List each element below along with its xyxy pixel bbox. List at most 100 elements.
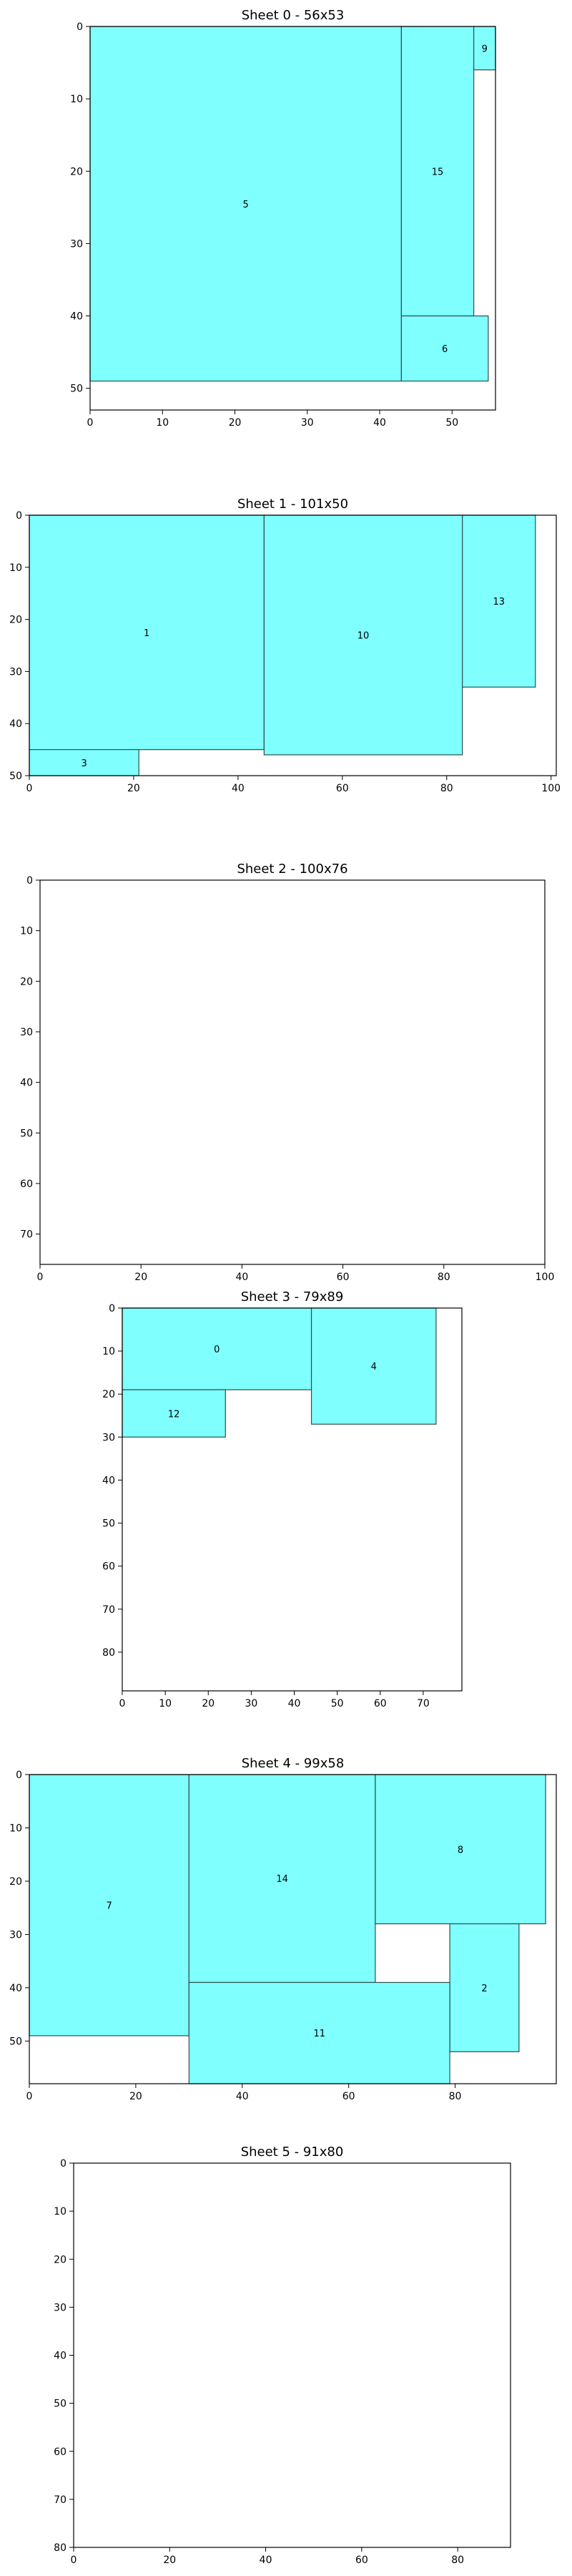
sheet-2-xtick-label: 40 <box>235 1272 248 1283</box>
sheet-4-title: Sheet 4 - 99x58 <box>242 1756 345 1771</box>
sheet-3-piece-label: 0 <box>214 1345 220 1355</box>
sheet-0-ytick-label: 0 <box>77 21 83 33</box>
sheet-3-xtick-label: 20 <box>202 1698 214 1709</box>
sheet-0-ytick-label: 50 <box>70 384 83 395</box>
sheet-5-axes-frame <box>73 2162 511 2548</box>
sheet-2-axes-frame <box>39 879 546 1265</box>
sheet-3-ytick-label: 60 <box>102 1561 115 1573</box>
sheet-2-ytick-label: 40 <box>20 1078 33 1089</box>
sheet-1-ytick-label: 40 <box>9 718 22 730</box>
sheet-0-xtick-label: 30 <box>301 417 314 429</box>
sheet-3-chart: Sheet 3 - 79x89 0 4 12 0 10 20 30 40 50 60 70 0 10 20 3… <box>102 1289 463 1709</box>
sheet-4-piece-14 <box>188 1774 376 1984</box>
sheet-5-ytick-label: 40 <box>54 2351 66 2362</box>
sheet-4-piece-label: 14 <box>276 1874 288 1885</box>
sheet-0-piece-label: 15 <box>432 167 444 177</box>
sheet-4-piece-label: 7 <box>107 1901 112 1911</box>
sheet-1-xtick-label: 80 <box>440 783 453 794</box>
sheet-4-ytick-label: 10 <box>9 1823 22 1834</box>
sheet-2-ytick-label: 10 <box>20 926 33 937</box>
sheet-3-ytick-label: 10 <box>102 1346 115 1357</box>
sheet-1-xtick-label: 0 <box>26 783 33 794</box>
sheet-0-piece-label: 5 <box>243 200 249 210</box>
sheet-1-ytick-label: 20 <box>9 615 22 626</box>
sheet-3-xtick-label: 10 <box>159 1698 172 1709</box>
sheet-4-xtick-label: 60 <box>342 2091 355 2102</box>
sheet-4-ytick-label: 30 <box>9 1929 22 1941</box>
sheet-2-xtick-label: 100 <box>536 1272 555 1283</box>
sheet-4-chart: Sheet 4 - 99x58 7 14 8 2 11 0 20 40 60 80 0 10 20 30 40… <box>9 1756 557 2102</box>
sheet-1-piece-label: 1 <box>144 628 149 639</box>
sheet-5-xtick-label: 40 <box>260 2555 272 2566</box>
sheet-1-piece-13 <box>462 514 536 688</box>
sheet-4-piece-7 <box>29 1774 189 2036</box>
sheet-1-piece-label: 3 <box>81 758 87 769</box>
sheet-2-xtick-label: 0 <box>37 1272 44 1283</box>
sheet-1-piece-label: 10 <box>358 630 370 641</box>
sheet-0-title: Sheet 0 - 56x53 <box>242 8 345 23</box>
sheet-3-piece-0 <box>122 1307 312 1390</box>
sheet-2-ytick-label: 30 <box>20 1027 33 1038</box>
sheet-5-ytick-label: 70 <box>54 2494 66 2506</box>
sheet-2-ytick-label: 20 <box>20 976 33 987</box>
sheet-3-xtick-label: 50 <box>331 1698 344 1709</box>
sheet-2-ytick-label: 50 <box>20 1128 33 1139</box>
sheet-1-xtick-label: 100 <box>541 783 561 794</box>
sheet-5-ytick-label: 10 <box>54 2206 66 2218</box>
sheet-5-ytick-label: 50 <box>54 2399 66 2410</box>
sheet-2-xtick-label: 20 <box>134 1272 147 1283</box>
sheet-2-ytick-label: 60 <box>20 1179 33 1190</box>
sheet-3-title: Sheet 3 - 79x89 <box>241 1289 344 1304</box>
sheet-3-xtick-label: 60 <box>374 1698 387 1709</box>
sheet-5-ytick-label: 80 <box>54 2542 66 2554</box>
sheet-3-xtick-label: 70 <box>417 1698 430 1709</box>
sheet-4-piece-label: 2 <box>481 1984 487 1994</box>
sheet-3-ytick-label: 70 <box>102 1604 115 1616</box>
sheet-4-piece-2 <box>449 1923 520 2052</box>
sheet-4-xtick-label: 20 <box>129 2091 142 2102</box>
sheet-0-xtick-label: 20 <box>229 417 242 429</box>
sheet-0-piece-6 <box>400 315 489 382</box>
sheet-5-ytick-label: 30 <box>54 2302 66 2313</box>
sheet-1-ytick-label: 30 <box>9 666 22 678</box>
sheet-0-xtick-label: 50 <box>445 417 458 429</box>
sheet-0-piece-15 <box>400 26 475 317</box>
sheet-4-piece-11 <box>188 1981 450 2084</box>
sheet-4-piece-label: 11 <box>313 2029 325 2039</box>
sheet-5-xtick-label: 20 <box>163 2555 176 2566</box>
sheet-3-xtick-label: 40 <box>288 1698 301 1709</box>
sheet-1-xtick-label: 60 <box>336 783 349 794</box>
sheet-1-ytick-label: 10 <box>9 562 22 574</box>
sheet-1-ytick-label: 50 <box>9 771 22 782</box>
sheet-4-xtick-label: 40 <box>236 2091 249 2102</box>
sheet-2-title: Sheet 2 - 100x76 <box>237 862 347 877</box>
sheet-5-ytick-label: 60 <box>54 2446 66 2458</box>
sheet-3-piece-label: 4 <box>371 1362 377 1372</box>
sheet-1-xtick-label: 40 <box>232 783 245 794</box>
sheet-5-xtick-label: 0 <box>71 2555 77 2566</box>
sheet-2-ytick-label: 70 <box>20 1229 33 1241</box>
sheet-5-title: Sheet 5 - 91x80 <box>241 2145 344 2160</box>
sheet-0-piece-5 <box>89 26 402 382</box>
sheet-3-piece-12 <box>122 1389 226 1438</box>
sheet-3-piece-label: 12 <box>168 1409 180 1420</box>
sheet-5-ytick-label: 20 <box>54 2254 66 2265</box>
sheet-5-ytick-label: 0 <box>60 2158 66 2170</box>
sheet-1-title: Sheet 1 - 101x50 <box>237 497 348 512</box>
sheet-3-xtick-label: 30 <box>245 1698 257 1709</box>
sheet-1-xtick-label: 20 <box>127 783 140 794</box>
sheet-0-piece-label: 9 <box>482 44 488 54</box>
sheet-0-ytick-label: 40 <box>70 311 83 323</box>
sheet-4-piece-label: 8 <box>458 1845 463 1855</box>
sheet-4-ytick-label: 20 <box>9 1876 22 1888</box>
sheet-3-xtick-label: 0 <box>119 1698 126 1709</box>
sheet-3-ytick-label: 50 <box>102 1518 115 1530</box>
sheet-3-axes-frame <box>122 1307 463 1692</box>
sheet-0-piece-label: 6 <box>442 344 448 355</box>
sheet-4-axes-frame <box>29 1774 557 2084</box>
sheet-0-xtick-label: 40 <box>373 417 386 429</box>
sheet-0-xtick-label: 10 <box>156 417 169 429</box>
sheet-4-xtick-label: 0 <box>26 2091 33 2102</box>
sheet-3-ytick-label: 20 <box>102 1389 115 1400</box>
